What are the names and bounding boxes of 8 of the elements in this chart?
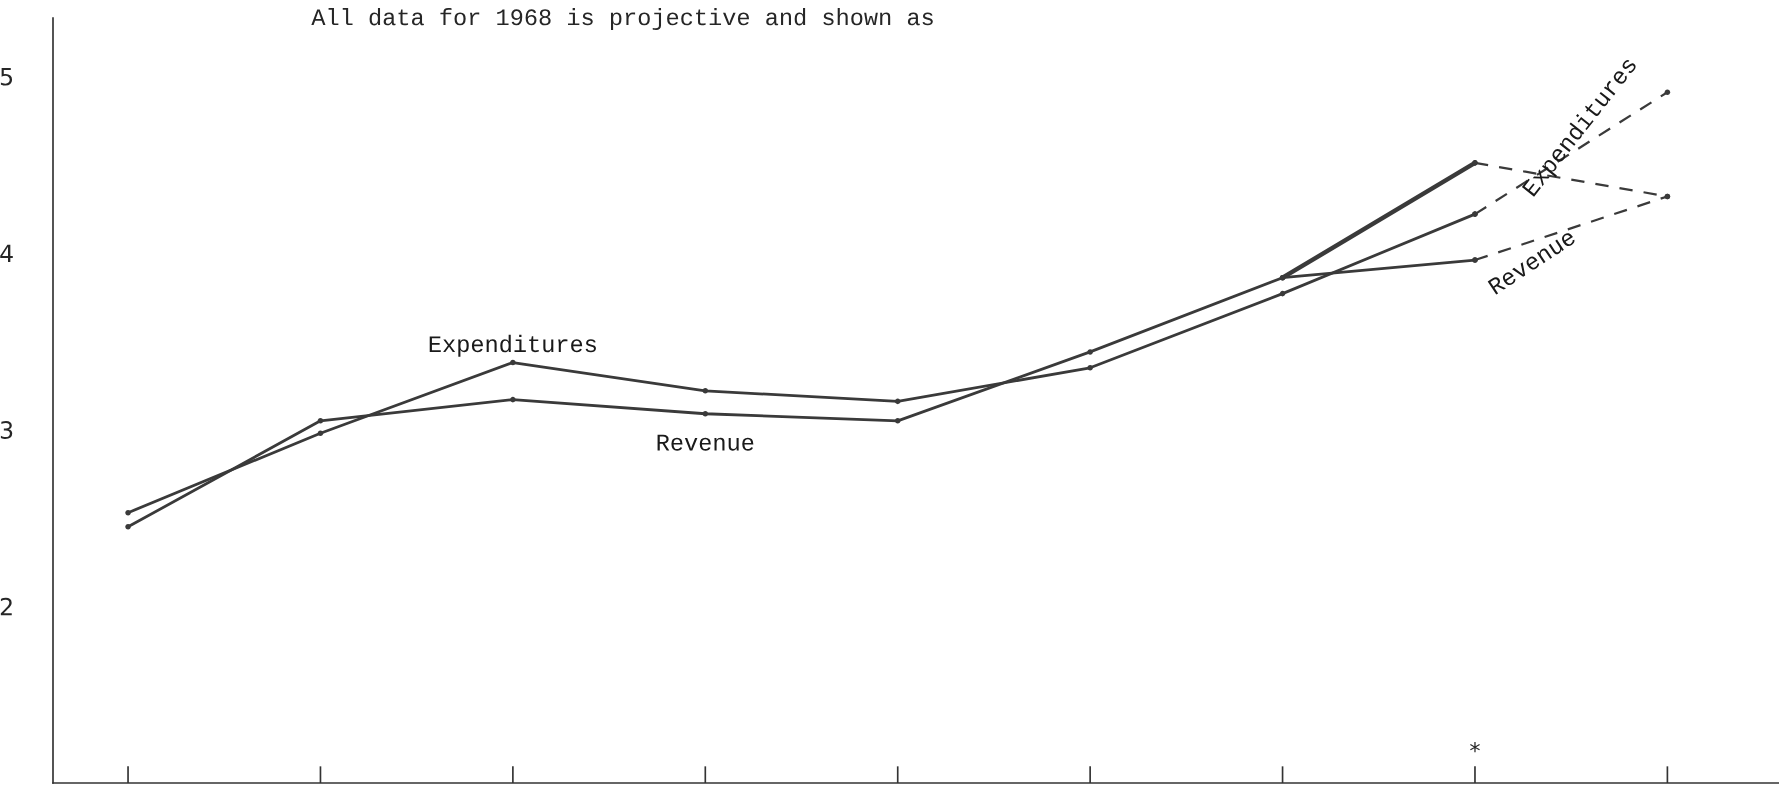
annotation: *	[1470, 742, 1480, 753]
series-label: Expenditures	[429, 334, 596, 357]
y-tick-label: 5	[0, 68, 13, 86]
y-tick-label: 4	[0, 244, 13, 262]
y-tick-label: 2	[0, 597, 12, 616]
y-tick-label: 3	[0, 421, 13, 439]
annotation: All data for 1968 is projective and shown as	[311, 8, 933, 31]
series-label: Revenue	[657, 434, 754, 451]
